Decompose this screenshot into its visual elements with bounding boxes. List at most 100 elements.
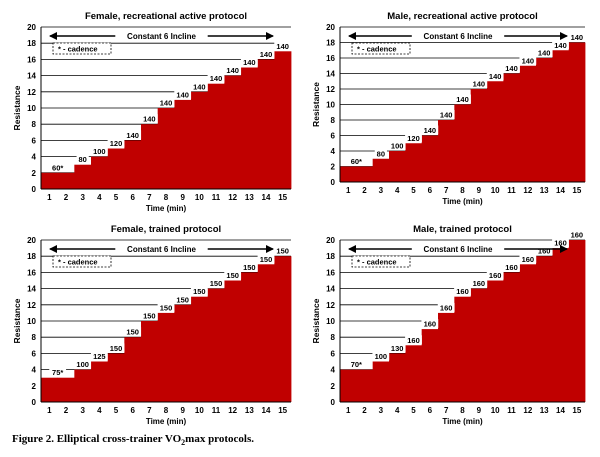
- data-label: 150: [126, 328, 139, 337]
- x-tick-label: 12: [228, 193, 237, 202]
- y-tick-label: 4: [331, 366, 336, 375]
- cadence-note-box: [351, 42, 411, 55]
- y-tick-label: 12: [27, 301, 36, 310]
- data-label-bg: [519, 55, 537, 65]
- data-label: 160: [554, 239, 567, 248]
- data-label: 140: [260, 50, 273, 59]
- data-label: 100: [391, 142, 404, 151]
- caption-suffix: max protocols.: [185, 433, 255, 445]
- x-tick-label: 5: [114, 406, 119, 415]
- bar: [568, 240, 586, 402]
- data-label: 160: [456, 287, 469, 296]
- data-label-bg: [374, 148, 387, 158]
- data-label-bg: [140, 311, 158, 320]
- data-label: 140: [522, 56, 535, 65]
- x-tick-label: 15: [278, 406, 287, 415]
- data-label-bg: [90, 351, 108, 361]
- x-tick-label: 7: [147, 406, 152, 415]
- x-tick-label: 7: [444, 186, 449, 195]
- data-label: 140: [143, 115, 156, 124]
- y-tick-label: 8: [331, 116, 336, 125]
- data-label-bg: [174, 294, 192, 304]
- y-tick-label: 8: [331, 333, 336, 342]
- bar: [552, 50, 570, 182]
- data-label-bg: [224, 270, 242, 280]
- chart-title: Male, trained protocol: [413, 224, 512, 235]
- y-tick-label: 20: [326, 23, 335, 32]
- cadence-note-box: [351, 255, 411, 268]
- bar: [470, 288, 488, 402]
- y-tick-label: 20: [326, 236, 335, 245]
- bar: [274, 51, 292, 189]
- bar: [356, 369, 374, 402]
- bar: [107, 353, 125, 402]
- data-label-bg: [224, 65, 242, 75]
- y-tick-label: 6: [331, 349, 336, 358]
- data-label: 150: [143, 312, 156, 321]
- bar: [207, 288, 225, 402]
- x-tick-label: 5: [411, 186, 416, 195]
- data-label-bg: [190, 286, 208, 296]
- caption-subscript: 2: [181, 438, 186, 448]
- bar: [487, 81, 504, 182]
- data-label: 140: [276, 42, 289, 51]
- data-label: 140: [193, 82, 206, 91]
- incline-label-bg: [411, 244, 505, 254]
- bar: [157, 108, 175, 189]
- x-tick-label: 6: [428, 186, 433, 195]
- y-axis-label: Resistance: [12, 298, 22, 343]
- data-label-bg: [388, 343, 406, 353]
- x-tick-label: 8: [164, 406, 169, 415]
- y-tick-label: 14: [326, 70, 335, 79]
- bar: [141, 321, 159, 402]
- data-label-bg: [157, 98, 175, 107]
- x-axis-label: Time (min): [146, 417, 187, 426]
- x-tick-label: 8: [460, 406, 465, 415]
- data-label-bg: [486, 270, 504, 280]
- y-tick-label: 14: [27, 285, 36, 294]
- cadence-note: * - cadence: [58, 45, 98, 54]
- y-tick-label: 12: [326, 301, 335, 310]
- y-tick-label: 12: [27, 88, 36, 97]
- bar: [552, 248, 570, 402]
- data-label: 140: [126, 131, 139, 140]
- bar: [224, 75, 242, 189]
- x-tick-label: 14: [556, 186, 565, 195]
- x-tick-label: 7: [444, 406, 449, 415]
- x-tick-label: 8: [460, 186, 465, 195]
- data-label: 150: [210, 279, 223, 288]
- data-label-bg: [454, 286, 471, 296]
- y-tick-label: 12: [326, 85, 335, 94]
- x-tick-label: 2: [362, 186, 367, 195]
- data-label: 80: [377, 149, 385, 158]
- y-tick-label: 10: [326, 317, 335, 326]
- bar: [74, 369, 92, 402]
- y-tick-label: 16: [326, 268, 335, 277]
- data-label-bg: [76, 154, 89, 164]
- data-label: 140: [554, 41, 567, 50]
- x-tick-label: 12: [523, 406, 532, 415]
- y-tick-label: 6: [331, 132, 336, 141]
- cadence-note-box: [52, 42, 112, 55]
- x-tick-label: 15: [572, 406, 581, 415]
- data-label: 160: [505, 263, 518, 272]
- y-tick-label: 0: [32, 398, 37, 407]
- data-label-bg: [257, 49, 275, 59]
- chart-title: Female, recreational active protocol: [85, 11, 247, 22]
- x-tick-label: 1: [47, 193, 52, 202]
- bar: [454, 296, 472, 402]
- incline-label: Constant 6 Incline: [127, 32, 196, 41]
- data-label: 130: [391, 344, 404, 353]
- x-tick-label: 12: [228, 406, 237, 415]
- x-tick-label: 3: [379, 406, 384, 415]
- bar: [174, 99, 192, 189]
- data-label-bg: [552, 40, 569, 50]
- chart-title: Female, trained protocol: [111, 224, 221, 235]
- y-tick-label: 16: [326, 54, 335, 63]
- bar: [503, 272, 521, 402]
- data-label: 160: [407, 336, 420, 345]
- data-label-bg: [470, 278, 488, 288]
- data-label: 150: [276, 247, 289, 256]
